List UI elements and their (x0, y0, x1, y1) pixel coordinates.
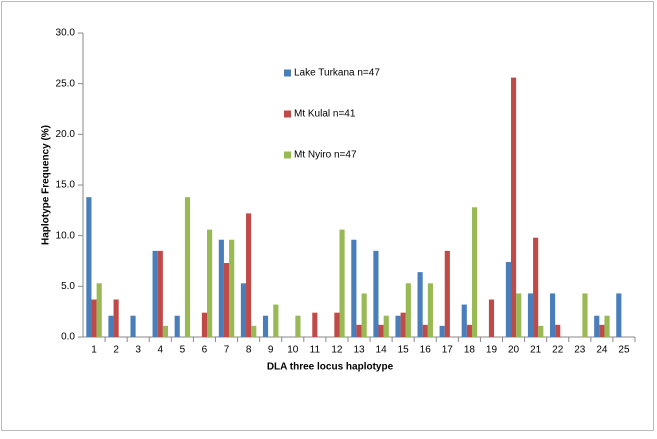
x-tick-label: 16 (420, 345, 432, 356)
y-tick-label: 20.0 (56, 129, 76, 140)
bar (356, 324, 362, 337)
bar (505, 262, 511, 337)
x-tick-label: 13 (353, 345, 365, 356)
bar (339, 229, 345, 337)
x-tick-label: 4 (157, 345, 163, 356)
bar (240, 283, 247, 337)
bar (538, 325, 544, 337)
legend-label: Mt Kulal n=41 (294, 109, 356, 120)
x-tick-label: 2 (113, 345, 119, 356)
bar (273, 304, 279, 337)
bar (417, 272, 423, 337)
bar (152, 250, 158, 337)
x-tick-label: 17 (442, 345, 454, 356)
bar (599, 324, 605, 337)
bar (157, 250, 163, 337)
bar (395, 315, 401, 337)
bar (466, 324, 472, 337)
bar (246, 213, 252, 337)
x-tick-label: 11 (310, 345, 321, 356)
x-axis-title: DLA three locus haplotype (267, 362, 394, 373)
bar (113, 299, 119, 337)
x-tick-label: 18 (464, 345, 476, 356)
legend-label: Mt Nyiro n=47 (294, 150, 357, 161)
x-tick-label: 21 (530, 345, 542, 356)
bar (582, 293, 588, 337)
x-tick-label: 1 (91, 345, 97, 356)
bar (86, 197, 92, 337)
legend-swatch (284, 110, 291, 118)
x-tick-label: 3 (135, 345, 141, 356)
y-tick-label: 30.0 (56, 28, 76, 39)
bar (405, 283, 411, 337)
bar (555, 324, 561, 337)
x-tick-label: 10 (287, 345, 299, 356)
y-tick-label: 5.0 (61, 281, 75, 292)
bar (527, 293, 534, 337)
y-tick-label: 15.0 (56, 180, 76, 191)
x-tick-label: 22 (552, 345, 564, 356)
bar (218, 239, 224, 337)
bar (604, 315, 610, 337)
bar (594, 315, 600, 337)
bar (439, 325, 445, 337)
bar (207, 229, 213, 337)
bar (422, 324, 428, 337)
y-tick-label: 10.0 (56, 230, 76, 241)
bar (184, 197, 191, 337)
bar (488, 299, 495, 337)
x-tick-label: 7 (224, 345, 230, 356)
chart-border (1, 1, 654, 431)
x-tick-label: 19 (486, 345, 498, 356)
bar (262, 315, 269, 337)
bar (312, 312, 318, 337)
x-tick-label: 23 (574, 345, 586, 356)
y-tick-label: 0.0 (61, 332, 75, 343)
bar (471, 207, 478, 337)
bar (444, 250, 450, 337)
bar (427, 283, 433, 337)
bar (516, 293, 522, 337)
bar (295, 315, 301, 337)
bar (616, 293, 622, 337)
bar (96, 283, 102, 337)
bar (461, 304, 467, 337)
bar (201, 312, 208, 337)
x-tick-label: 6 (202, 345, 208, 356)
bar (373, 250, 379, 337)
y-axis-title: Haplotype Frequency (%) (41, 125, 52, 245)
bar (334, 312, 340, 337)
bar (549, 293, 556, 337)
bar (351, 239, 357, 337)
bar (383, 315, 389, 337)
bar (400, 312, 406, 337)
x-tick-label: 20 (508, 345, 520, 356)
y-tick-label: 25.0 (56, 78, 76, 89)
bar (510, 77, 517, 337)
legend-swatch (284, 69, 291, 77)
bar (162, 325, 169, 337)
legend-label: Lake Turkana n=47 (294, 68, 380, 79)
x-tick-label: 5 (180, 345, 186, 356)
x-tick-label: 9 (268, 345, 274, 356)
bar (108, 315, 114, 337)
bar (174, 315, 180, 337)
bar (251, 325, 257, 337)
bar (91, 299, 97, 337)
bar (378, 324, 384, 337)
x-tick-label: 8 (246, 345, 252, 356)
bar (130, 315, 136, 337)
x-tick-label: 14 (376, 345, 388, 356)
x-tick-label: 24 (596, 345, 608, 356)
bar (361, 293, 367, 337)
x-tick-label: 15 (398, 345, 410, 356)
bar (229, 239, 235, 337)
bar (223, 263, 230, 337)
x-tick-label: 12 (331, 345, 343, 356)
x-tick-label: 25 (618, 345, 630, 356)
bar (533, 237, 539, 337)
legend-swatch (284, 151, 291, 159)
